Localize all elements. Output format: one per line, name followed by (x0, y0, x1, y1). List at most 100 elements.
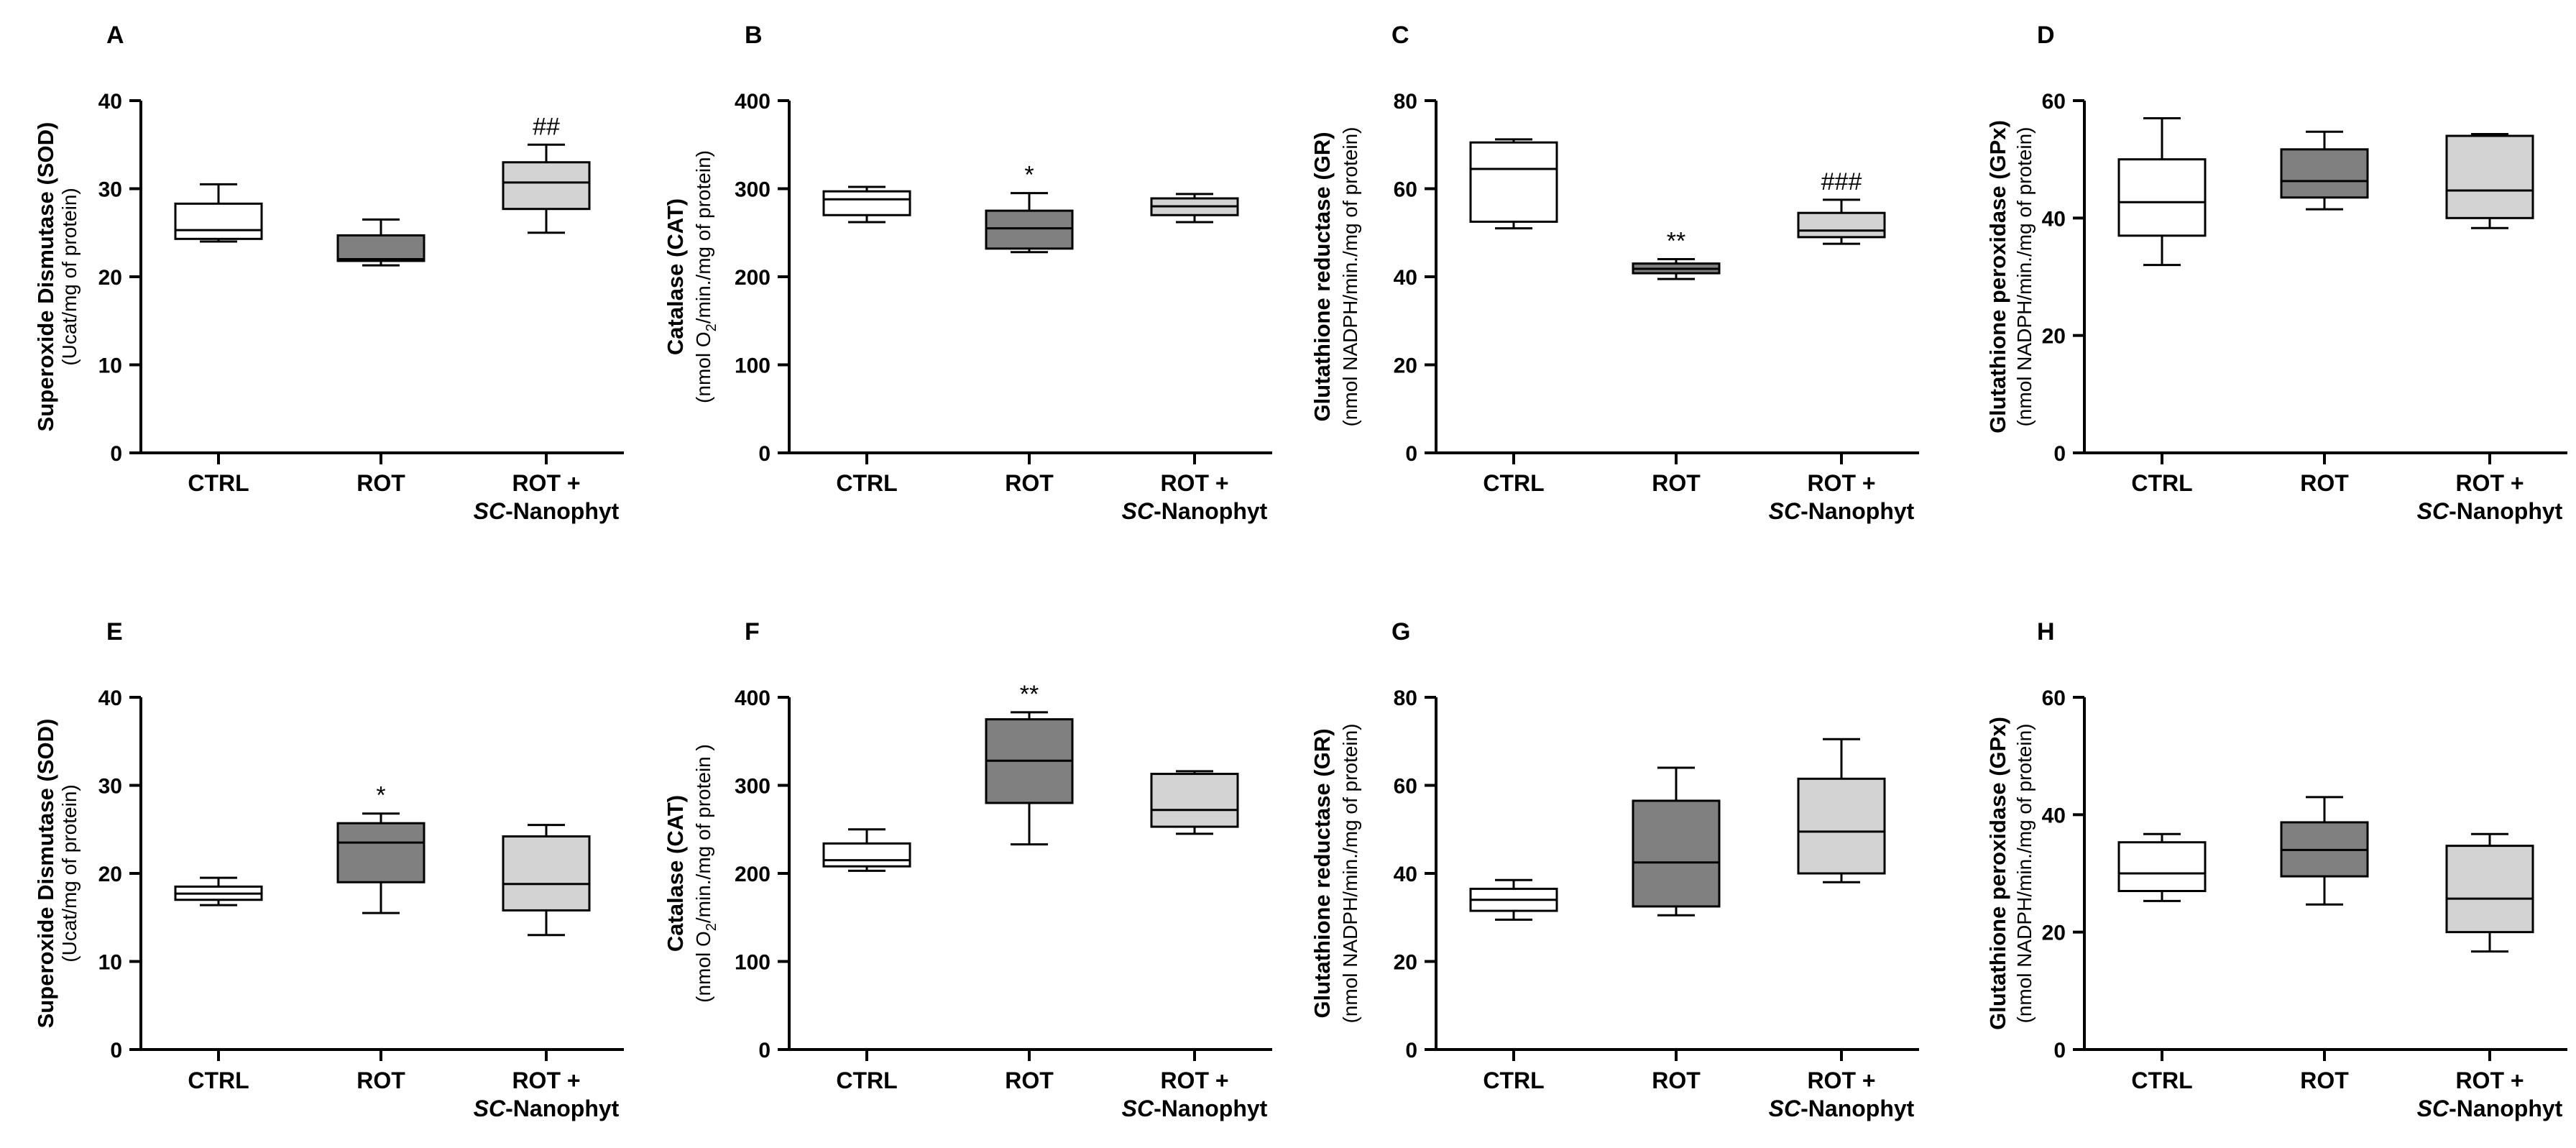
panel-letter: C (1392, 22, 1409, 49)
x-tick-label-italic: SC (2417, 1096, 2450, 1121)
box-2 (336, 218, 426, 267)
y-tick-label: 400 (735, 686, 770, 710)
x-tick-label-italic: SC (474, 1096, 506, 1121)
box-2 (2280, 796, 2369, 906)
y-tick-label: 0 (110, 1039, 122, 1062)
y-tick-label: 10 (98, 951, 122, 975)
x-tick-label-italic: SC (2417, 498, 2450, 524)
x-tick-label: ROT (1005, 1067, 1054, 1093)
x-tick-label-rest: -Nanophyt (505, 1096, 620, 1121)
x-tick-label: ROT + (1160, 470, 1228, 496)
box-iqr (1150, 773, 1239, 828)
x-tick-label: ROT (356, 1067, 405, 1093)
y-tick-label: 40 (98, 686, 122, 710)
significance-label: ** (1667, 228, 1685, 255)
y-tick-label: 200 (735, 863, 770, 886)
x-tick-label: CTRL (188, 1067, 249, 1093)
y-tick-label: 0 (1405, 1039, 1417, 1062)
box-iqr (2445, 134, 2534, 219)
box-1 (174, 876, 263, 906)
y-axis-unit: (nmol O2/min./mg of protein) (692, 150, 719, 403)
x-tick-label: CTRL (836, 1067, 897, 1093)
y-axis-unit: (Ucat/mg of protein) (58, 784, 80, 962)
x-tick-label-italic: SC (1122, 498, 1154, 524)
x-tick-label-line2: SC-Nanophyt (2417, 498, 2563, 524)
y-axis-unit: (nmol NADPH/min./mg of protein) (2013, 127, 2036, 426)
box-iqr (2117, 841, 2207, 893)
x-tick-label-italic: SC (1769, 1096, 1801, 1121)
y-tick-label: 0 (2053, 1039, 2066, 1062)
y-tick-label: 60 (1394, 775, 1417, 799)
y-tick-label: 60 (1394, 178, 1417, 202)
box-1 (1469, 138, 1558, 230)
x-tick-label: ROT (2300, 470, 2349, 496)
y-tick-label: 40 (98, 90, 122, 114)
y-axis-unit: (nmol NADPH/min./mg of protein) (1339, 723, 1361, 1023)
y-axis-unit: (nmol NADPH/min./mg of protein) (2013, 723, 2036, 1023)
x-tick-label: ROT + (512, 1067, 580, 1093)
x-tick-label: ROT + (1160, 1067, 1228, 1093)
y-tick-label: 80 (1394, 90, 1417, 114)
y-axis-unit-sub: 2 (704, 323, 719, 331)
y-tick-label: 20 (98, 863, 122, 886)
chart-panel-c: C 0 20 40 60 80 CTRL ROT ROT +SC-Nanophyt ** ### Gl… (1310, 22, 1919, 524)
x-tick-label-rest: -Nanophyt (505, 498, 620, 524)
y-axis-unit-post: /min./mg of protein) (692, 150, 714, 323)
y-tick-label: 100 (735, 951, 770, 975)
y-tick-label: 300 (735, 178, 770, 202)
x-tick-label-rest: -Nanophyt (1154, 1096, 1268, 1121)
chart-panel-b: B 0 100 200 300 400 CTRL ROT ROT +SC-Nanophyt * Ca… (663, 22, 1272, 524)
x-tick-label: ROT (356, 470, 405, 496)
panel-letter: E (106, 618, 123, 646)
x-tick-label-line2: SC-Nanophyt (474, 1096, 620, 1121)
x-tick-label: CTRL (2131, 1067, 2192, 1093)
box-iqr (2445, 845, 2534, 934)
box-iqr (1469, 141, 1558, 223)
box-iqr (1797, 211, 1886, 239)
y-axis-title: Glutathione peroxidase (GPx) (1985, 120, 2010, 433)
box-2: * (336, 782, 426, 914)
box-1 (822, 828, 911, 872)
box-2: ** (1632, 228, 1721, 280)
x-tick-label: ROT (1652, 1067, 1701, 1093)
box-1 (2117, 832, 2207, 902)
y-tick-label: 0 (758, 1039, 770, 1062)
box-iqr (336, 822, 426, 883)
y-tick-label: 60 (2042, 686, 2066, 710)
panel-letter: F (745, 618, 760, 646)
y-tick-label: 20 (2042, 325, 2066, 349)
y-tick-label: 0 (2053, 442, 2066, 466)
x-tick-label: CTRL (1483, 470, 1544, 496)
y-tick-label: 20 (1394, 951, 1417, 975)
y-tick-label: 100 (735, 354, 770, 378)
x-tick-label: CTRL (2131, 470, 2192, 496)
box-3 (1150, 770, 1239, 835)
box-iqr (1797, 777, 1886, 875)
x-tick-label-italic: SC (1769, 498, 1801, 524)
x-tick-label-rest: -Nanophyt (2449, 498, 2563, 524)
y-axis-title: Catalase (CAT) (663, 198, 688, 355)
panel-letter: D (2037, 22, 2055, 49)
box-2 (2280, 130, 2369, 211)
x-tick-label: ROT (2300, 1067, 2349, 1093)
box-iqr (985, 209, 1074, 250)
y-tick-label: 20 (1394, 354, 1417, 378)
box-iqr (336, 234, 426, 262)
x-tick-label: CTRL (1483, 1067, 1544, 1093)
y-tick-label: 60 (2042, 90, 2066, 114)
box-3: ### (1797, 168, 1886, 245)
x-tick-label-rest: -Nanophyt (1800, 498, 1915, 524)
x-tick-label-rest: -Nanophyt (1800, 1096, 1915, 1121)
y-tick-label: 0 (758, 442, 770, 466)
y-tick-label: 30 (98, 775, 122, 799)
y-tick-label: 300 (735, 775, 770, 799)
panel-letter: G (1392, 618, 1410, 646)
x-tick-label: CTRL (188, 470, 249, 496)
x-tick-label: ROT + (2455, 470, 2524, 496)
y-tick-label: 0 (1405, 442, 1417, 466)
y-axis-unit-sub: 2 (704, 923, 719, 931)
